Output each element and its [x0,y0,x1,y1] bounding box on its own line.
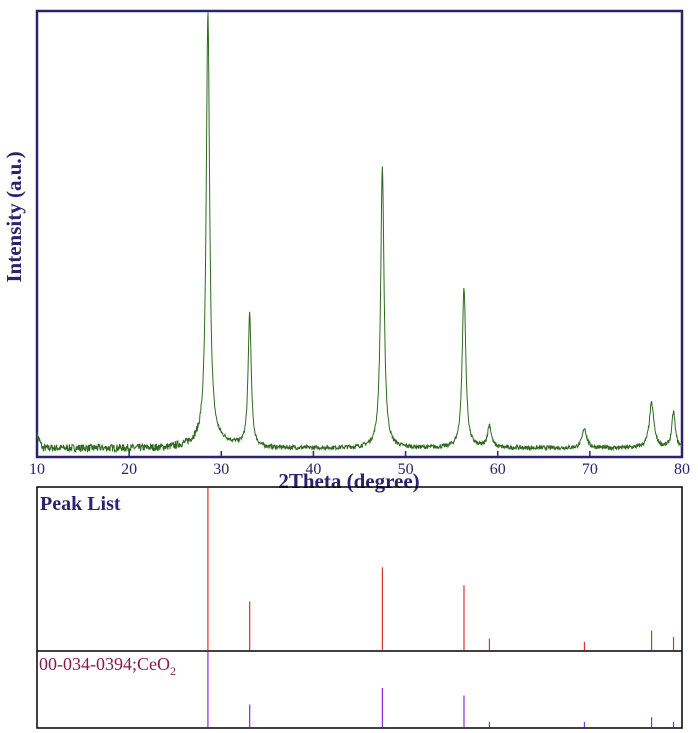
x-tick-label: 80 [674,461,690,478]
ceo2-reference-title: 00-034-0394;CeO2 [39,654,176,678]
main-plot: 10 20 30 40 50 60 70 80 2Theta (degree) Intensi… [2,9,690,493]
x-tick-label: 10 [29,461,45,478]
reference-panel-frame [36,486,683,729]
ceo2-reference-bars [207,652,675,727]
x-tick-label: 50 [398,461,414,478]
reference-panels: Peak List 00-034-0394;CeO2 [36,486,683,729]
x-tick-label: 70 [582,461,598,478]
main-plot-frame [35,9,684,459]
x-axis-title: 2Theta (degree) [278,469,419,493]
x-tick-label: 40 [305,461,321,478]
x-axis-ticks: 10 20 30 40 50 60 70 80 [29,451,690,478]
ceo2-reference-title-subscript: 2 [170,664,176,678]
x-tick-label: 20 [121,461,137,478]
peak-list-bars [207,488,675,650]
ceo2-reference-title-main: 00-034-0394;CeO [39,654,170,674]
x-tick-label: 60 [490,461,506,478]
y-axis-title: Intensity (a.u.) [2,151,26,282]
x-tick-label: 30 [213,461,229,478]
xrd-pattern-line [36,12,683,454]
peak-list-title: Peak List [40,493,121,515]
